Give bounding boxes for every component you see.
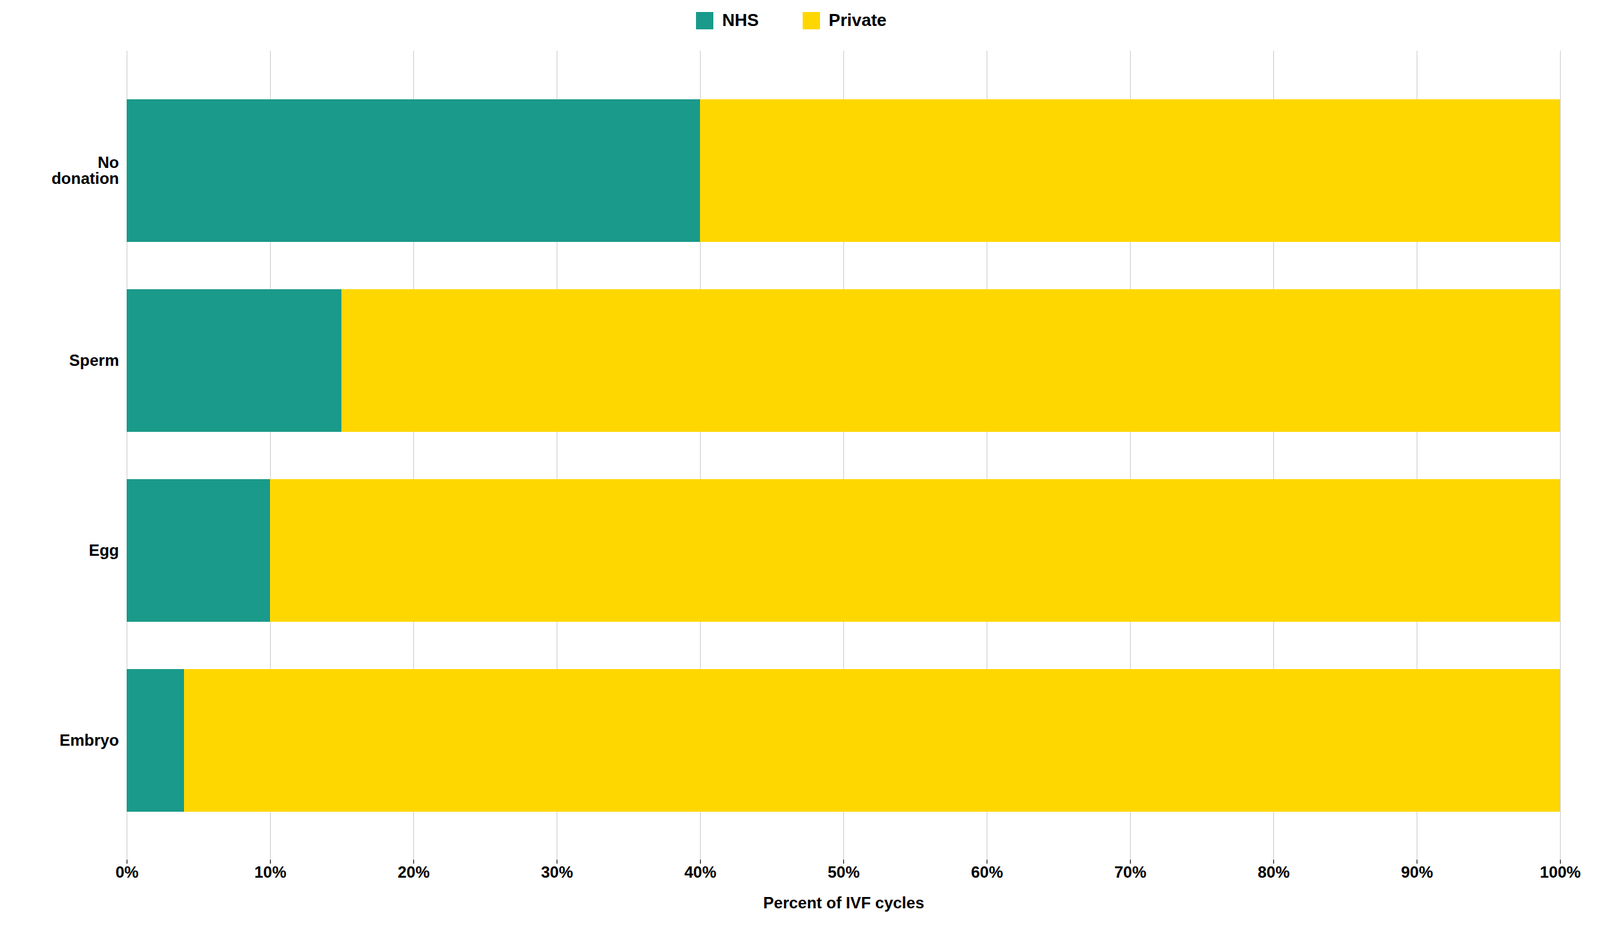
svg-text:30%: 30% (540, 863, 573, 882)
svg-text:Sperm: Sperm (69, 351, 120, 370)
html-text:NHS: NHS (722, 10, 759, 30)
svg-text:90%: 90% (1400, 863, 1433, 882)
svg-text:50%: 50% (827, 863, 860, 882)
svg-text:Nodonation: Nodonation (51, 153, 119, 188)
svg-text:80%: 80% (1257, 863, 1290, 882)
svg-text:10%: 10% (254, 863, 286, 882)
svg-text:Percent of IVF cycles: Percent of IVF cycles (763, 894, 924, 912)
svg-text:Egg: Egg (88, 541, 119, 560)
svg-text:60%: 60% (970, 863, 1003, 882)
svg-text:40%: 40% (684, 863, 716, 882)
html-text:Private: Private (828, 10, 887, 30)
svg-text:Embryo: Embryo (59, 731, 119, 750)
svg-text:100%: 100% (1540, 863, 1581, 882)
svg-text:70%: 70% (1114, 863, 1146, 882)
svg-text:20%: 20% (397, 863, 430, 882)
svg-text:0%: 0% (115, 863, 139, 882)
